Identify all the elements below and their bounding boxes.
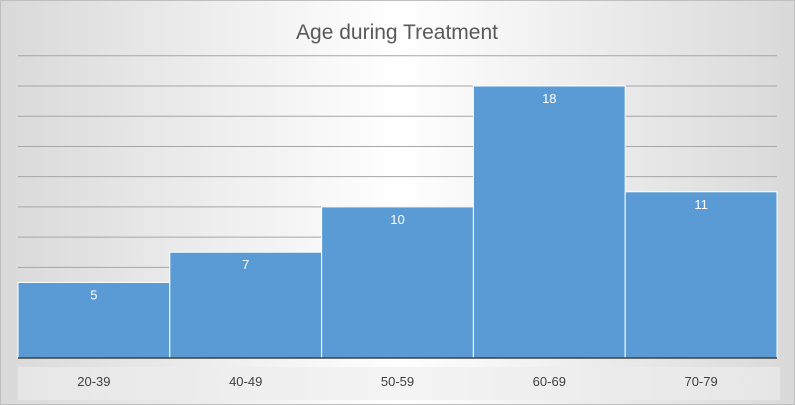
x-axis-band (18, 367, 780, 400)
bar-20-39 (17, 281, 171, 359)
data-label-20-39: 5 (90, 287, 97, 302)
x-tick-label-40-49: 40-49 (229, 374, 262, 389)
bar-70-79 (624, 191, 778, 359)
data-label-60-69: 18 (542, 91, 556, 106)
bar-50-59 (321, 206, 474, 359)
x-tick-label-20-39: 20-39 (77, 374, 110, 389)
bar-60-69 (472, 85, 626, 359)
bars: 5 7 10 18 11 (17, 85, 778, 359)
x-tick-label-70-79: 70-79 (684, 374, 717, 389)
data-label-70-79: 11 (694, 197, 708, 212)
chart-title: Age during Treatment (296, 21, 498, 44)
data-label-50-59: 10 (390, 212, 404, 227)
x-tick-label-50-59: 50-59 (381, 374, 414, 389)
x-tick-labels: 20-39 40-49 50-59 60-69 70-79 (77, 374, 717, 389)
x-tick-label-60-69: 60-69 (533, 374, 566, 389)
data-label-40-49: 7 (242, 257, 249, 272)
